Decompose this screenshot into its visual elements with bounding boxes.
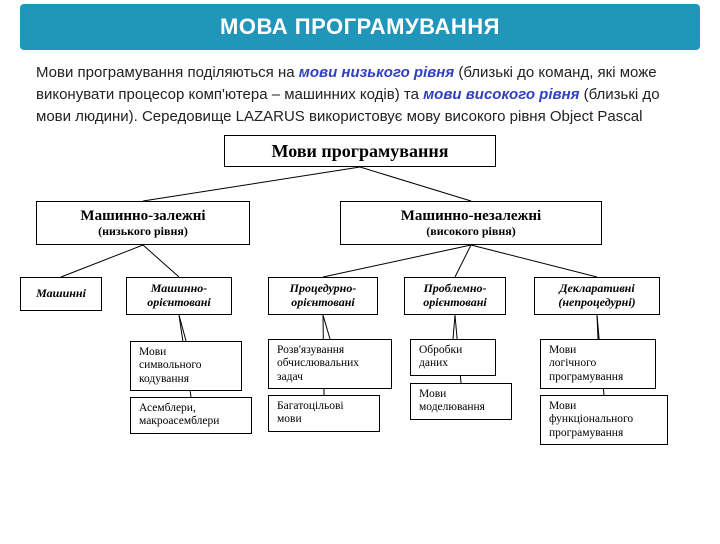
tree-l3-0: Машинні — [20, 277, 102, 311]
tree-leaf-4: Обробкиданих — [410, 339, 496, 375]
intro-paragraph: Мови програмування поділяються на мови н… — [0, 50, 720, 127]
tree-leaf-3: Багатоцільовімови — [268, 395, 380, 431]
tree-leaf-2: Розв'язуванняобчислювальнихзадач — [268, 339, 392, 389]
tree-l3-2: Процедурно-орієнтовані — [268, 277, 378, 315]
intro-em-high: мови високого рівня — [423, 86, 579, 103]
tree-leaf-6: Мовилогічногопрограмування — [540, 339, 656, 389]
tree-leaf-0: Мовисимвольногокодування — [130, 341, 242, 391]
tree-connectors — [0, 131, 720, 501]
tree-l2-0: Машинно-залежні(низького рівня) — [36, 201, 250, 245]
tree-l3-4: Декларативні(непроцедурні) — [534, 277, 660, 315]
tree-l3-1: Машинно-орієнтовані — [126, 277, 232, 315]
tree-l2-1: Машинно-незалежні(високого рівня) — [340, 201, 602, 245]
tree-leaf-1: Асемблери,макроасемблери — [130, 397, 252, 433]
page-title: МОВА ПРОГРАМУВАННЯ — [20, 4, 700, 50]
tree-leaf-5: Мовимоделювання — [410, 383, 512, 419]
tree-root: Мови програмування — [224, 135, 496, 167]
tree-leaf-7: Мовифункціональногопрограмування — [540, 395, 668, 445]
intro-em-low: мови низького рівня — [299, 64, 454, 81]
tree-l3-3: Проблемно-орієнтовані — [404, 277, 506, 315]
intro-text-1: Мови програмування поділяються на — [36, 64, 299, 81]
